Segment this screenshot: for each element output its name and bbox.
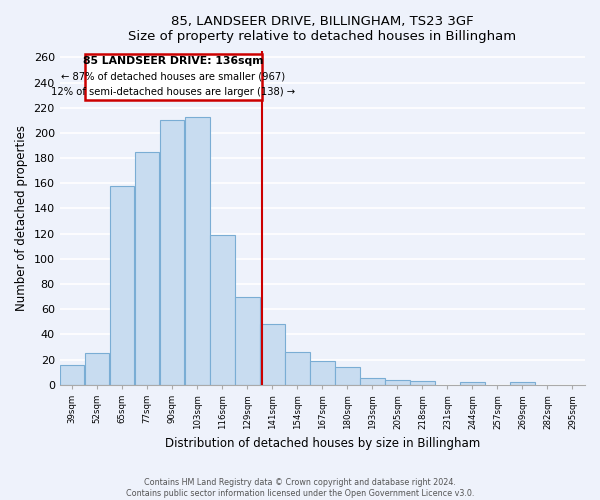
Bar <box>110 186 134 385</box>
Bar <box>160 120 184 385</box>
Bar <box>385 380 410 385</box>
Bar <box>135 152 160 385</box>
Bar <box>185 116 209 385</box>
Title: 85, LANDSEER DRIVE, BILLINGHAM, TS23 3GF
Size of property relative to detached h: 85, LANDSEER DRIVE, BILLINGHAM, TS23 3GF… <box>128 15 517 43</box>
Text: ← 87% of detached houses are smaller (967): ← 87% of detached houses are smaller (96… <box>61 72 286 82</box>
Bar <box>85 354 109 385</box>
Bar <box>460 382 485 385</box>
Bar <box>310 361 335 385</box>
Bar <box>210 235 235 385</box>
Y-axis label: Number of detached properties: Number of detached properties <box>15 125 28 311</box>
X-axis label: Distribution of detached houses by size in Billingham: Distribution of detached houses by size … <box>165 437 480 450</box>
Bar <box>335 367 359 385</box>
Bar <box>410 381 434 385</box>
Bar <box>85 54 262 100</box>
Bar <box>510 382 535 385</box>
Bar <box>360 378 385 385</box>
Bar <box>60 364 85 385</box>
Bar <box>285 352 310 385</box>
Text: 12% of semi-detached houses are larger (138) →: 12% of semi-detached houses are larger (… <box>52 88 296 98</box>
Bar <box>260 324 284 385</box>
Text: Contains HM Land Registry data © Crown copyright and database right 2024.
Contai: Contains HM Land Registry data © Crown c… <box>126 478 474 498</box>
Bar <box>235 296 260 385</box>
Text: 85 LANDSEER DRIVE: 136sqm: 85 LANDSEER DRIVE: 136sqm <box>83 56 264 66</box>
